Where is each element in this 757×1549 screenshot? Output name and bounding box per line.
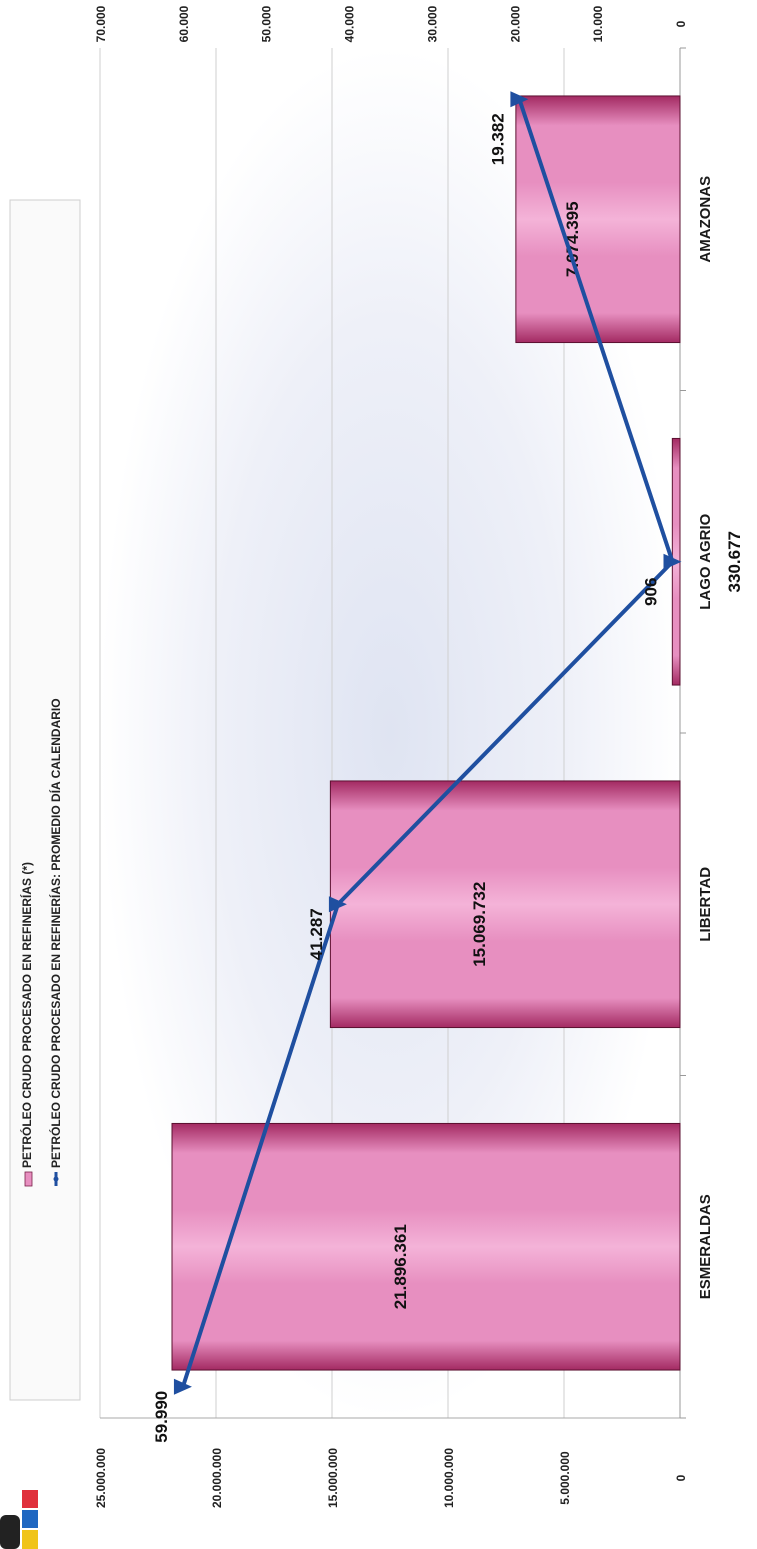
secondary-tick-label: 20.000: [508, 5, 522, 42]
legend-bar-swatch-icon: [24, 1171, 33, 1187]
bar-value-label: 15.069.732: [470, 882, 489, 967]
primary-tick-label: 5.000.000: [558, 1451, 572, 1505]
legend-item-bar: PETRÓLEO CRUDO PROCESADO EN REFINERÍAS (…: [19, 862, 34, 1168]
line-point: [173, 1378, 192, 1395]
logo-icon: [0, 1490, 38, 1549]
category-label: AMAZONAS: [697, 176, 714, 263]
secondary-tick-label: 50.000: [260, 5, 274, 42]
legend-box: [9, 199, 81, 1401]
line-point: [510, 91, 529, 108]
secondary-tick-label: 70.000: [94, 5, 108, 42]
primary-axis: 0 5.000.000 10.000.000 15.000.000 20.000.000…: [94, 1417, 688, 1508]
line-point: [328, 896, 347, 913]
category-axis: ESMERALDAS LIBERTAD LAGO AGRIO AMAZONAS: [679, 47, 714, 1419]
bar: [171, 1122, 681, 1371]
secondary-tick-label: 30.000: [425, 5, 439, 42]
line-value-label: 59.990: [152, 1391, 171, 1443]
bar-value-label: 7.074.395: [563, 201, 582, 277]
legend: PETRÓLEO CRUDO PROCESADO EN REFINERÍAS (…: [9, 199, 81, 1401]
secondary-tick-label: 10.000: [591, 5, 605, 42]
line-value-label: 906: [641, 578, 660, 606]
secondary-axis: 0 10.000 20.000 30.000 40.000 50.000 60.000 70.…: [94, 5, 688, 42]
primary-tick-label: 25.000.000: [94, 1448, 108, 1508]
bar: [329, 780, 681, 1029]
line-series: 59.990 41.287 906 19.382: [152, 91, 682, 1443]
bar-value-label: 21.896.361: [391, 1224, 410, 1309]
line-value-label: 19.382: [488, 113, 507, 165]
secondary-tick-label: 60.000: [177, 5, 191, 42]
category-label: LIBERTAD: [697, 867, 714, 942]
primary-tick-label: 20.000.000: [210, 1448, 224, 1508]
secondary-tick-label: 40.000: [343, 5, 357, 42]
category-label: LAGO AGRIO: [697, 513, 714, 609]
primary-tick-label: 10.000.000: [442, 1448, 456, 1508]
category-label: ESMERALDAS: [697, 1194, 714, 1299]
legend-item-line: PETRÓLEO CRUDO PROCESADO EN REFINERÍAS: …: [48, 698, 63, 1168]
primary-tick-label: 0: [674, 1474, 688, 1481]
line-value-label: 41.287: [307, 908, 326, 960]
bar: [515, 95, 681, 344]
secondary-tick-label: 0: [674, 20, 688, 27]
bar-series: 21.896.361 15.069.732 330.677 7.074.395: [171, 95, 744, 1371]
bar-value-label: 330.677: [725, 531, 744, 592]
line-point: [663, 553, 682, 570]
line-path: [181, 98, 675, 1388]
primary-tick-label: 15.000.000: [326, 1448, 340, 1508]
